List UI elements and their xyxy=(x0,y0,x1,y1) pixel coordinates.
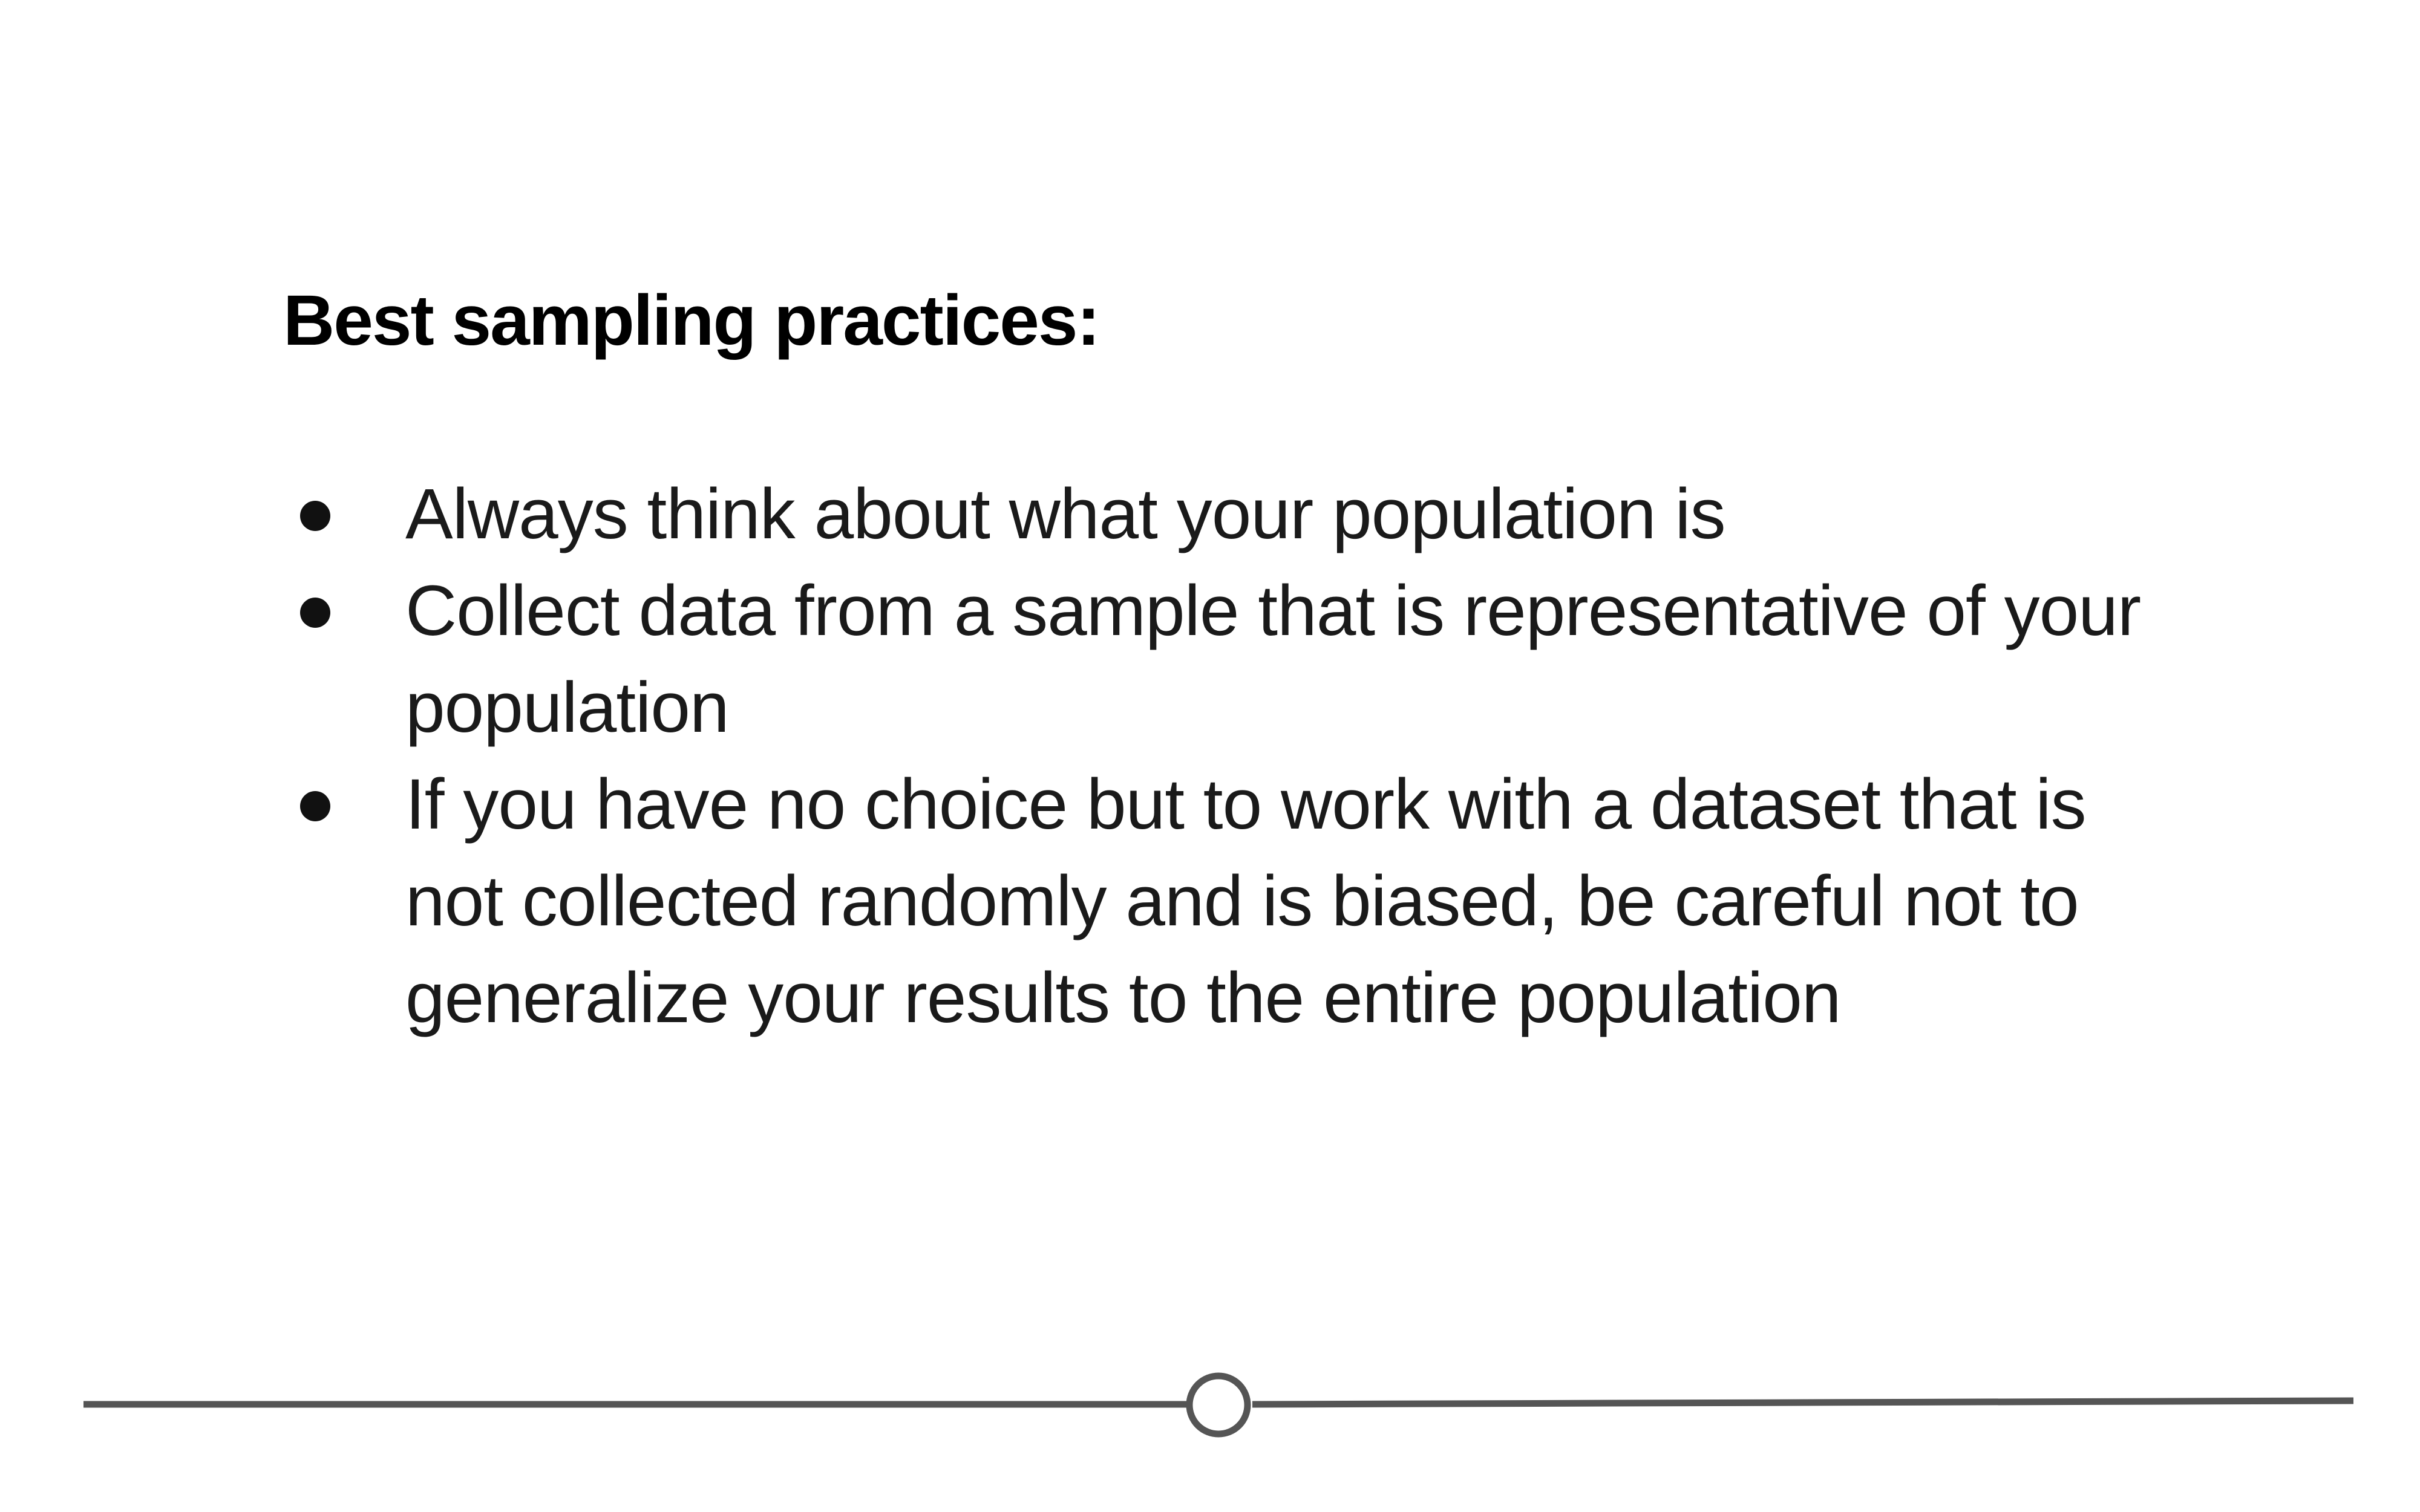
bullet-dot-icon xyxy=(300,501,330,531)
slide-heading: Best sampling practices: xyxy=(283,281,1100,360)
bullet-dot-icon xyxy=(300,791,330,821)
circle-icon xyxy=(1186,1372,1251,1438)
bullet-list: Always think about what your population … xyxy=(283,466,2189,1046)
bottom-divider xyxy=(83,1372,2354,1438)
bullet-text: If you have no choice but to work with a… xyxy=(405,764,2087,1038)
divider-line-right xyxy=(1252,1397,2354,1408)
bullet-text: Always think about what your population … xyxy=(405,474,1726,554)
bullet-text: Collect data from a sample that is repre… xyxy=(405,571,2141,748)
bullet-dot-icon xyxy=(300,598,330,628)
bullet-item-population: Always think about what your population … xyxy=(283,466,2189,562)
bullet-item-representative-sample: Collect data from a sample that is repre… xyxy=(283,562,2189,756)
bullet-item-biased-dataset: If you have no choice but to work with a… xyxy=(283,756,2189,1046)
